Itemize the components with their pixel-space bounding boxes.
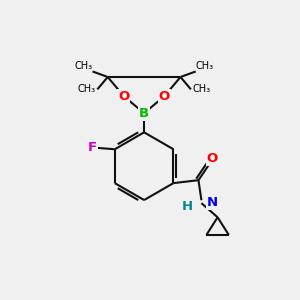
Text: O: O xyxy=(207,152,218,165)
Text: CH₃: CH₃ xyxy=(74,61,92,71)
Text: O: O xyxy=(118,90,129,103)
Text: N: N xyxy=(207,196,218,209)
Text: F: F xyxy=(88,141,97,154)
Text: CH₃: CH₃ xyxy=(192,84,211,94)
Text: CH₃: CH₃ xyxy=(196,61,214,71)
Text: H: H xyxy=(182,200,193,213)
Text: O: O xyxy=(159,90,170,103)
Text: CH₃: CH₃ xyxy=(78,84,96,94)
Text: B: B xyxy=(139,107,149,120)
